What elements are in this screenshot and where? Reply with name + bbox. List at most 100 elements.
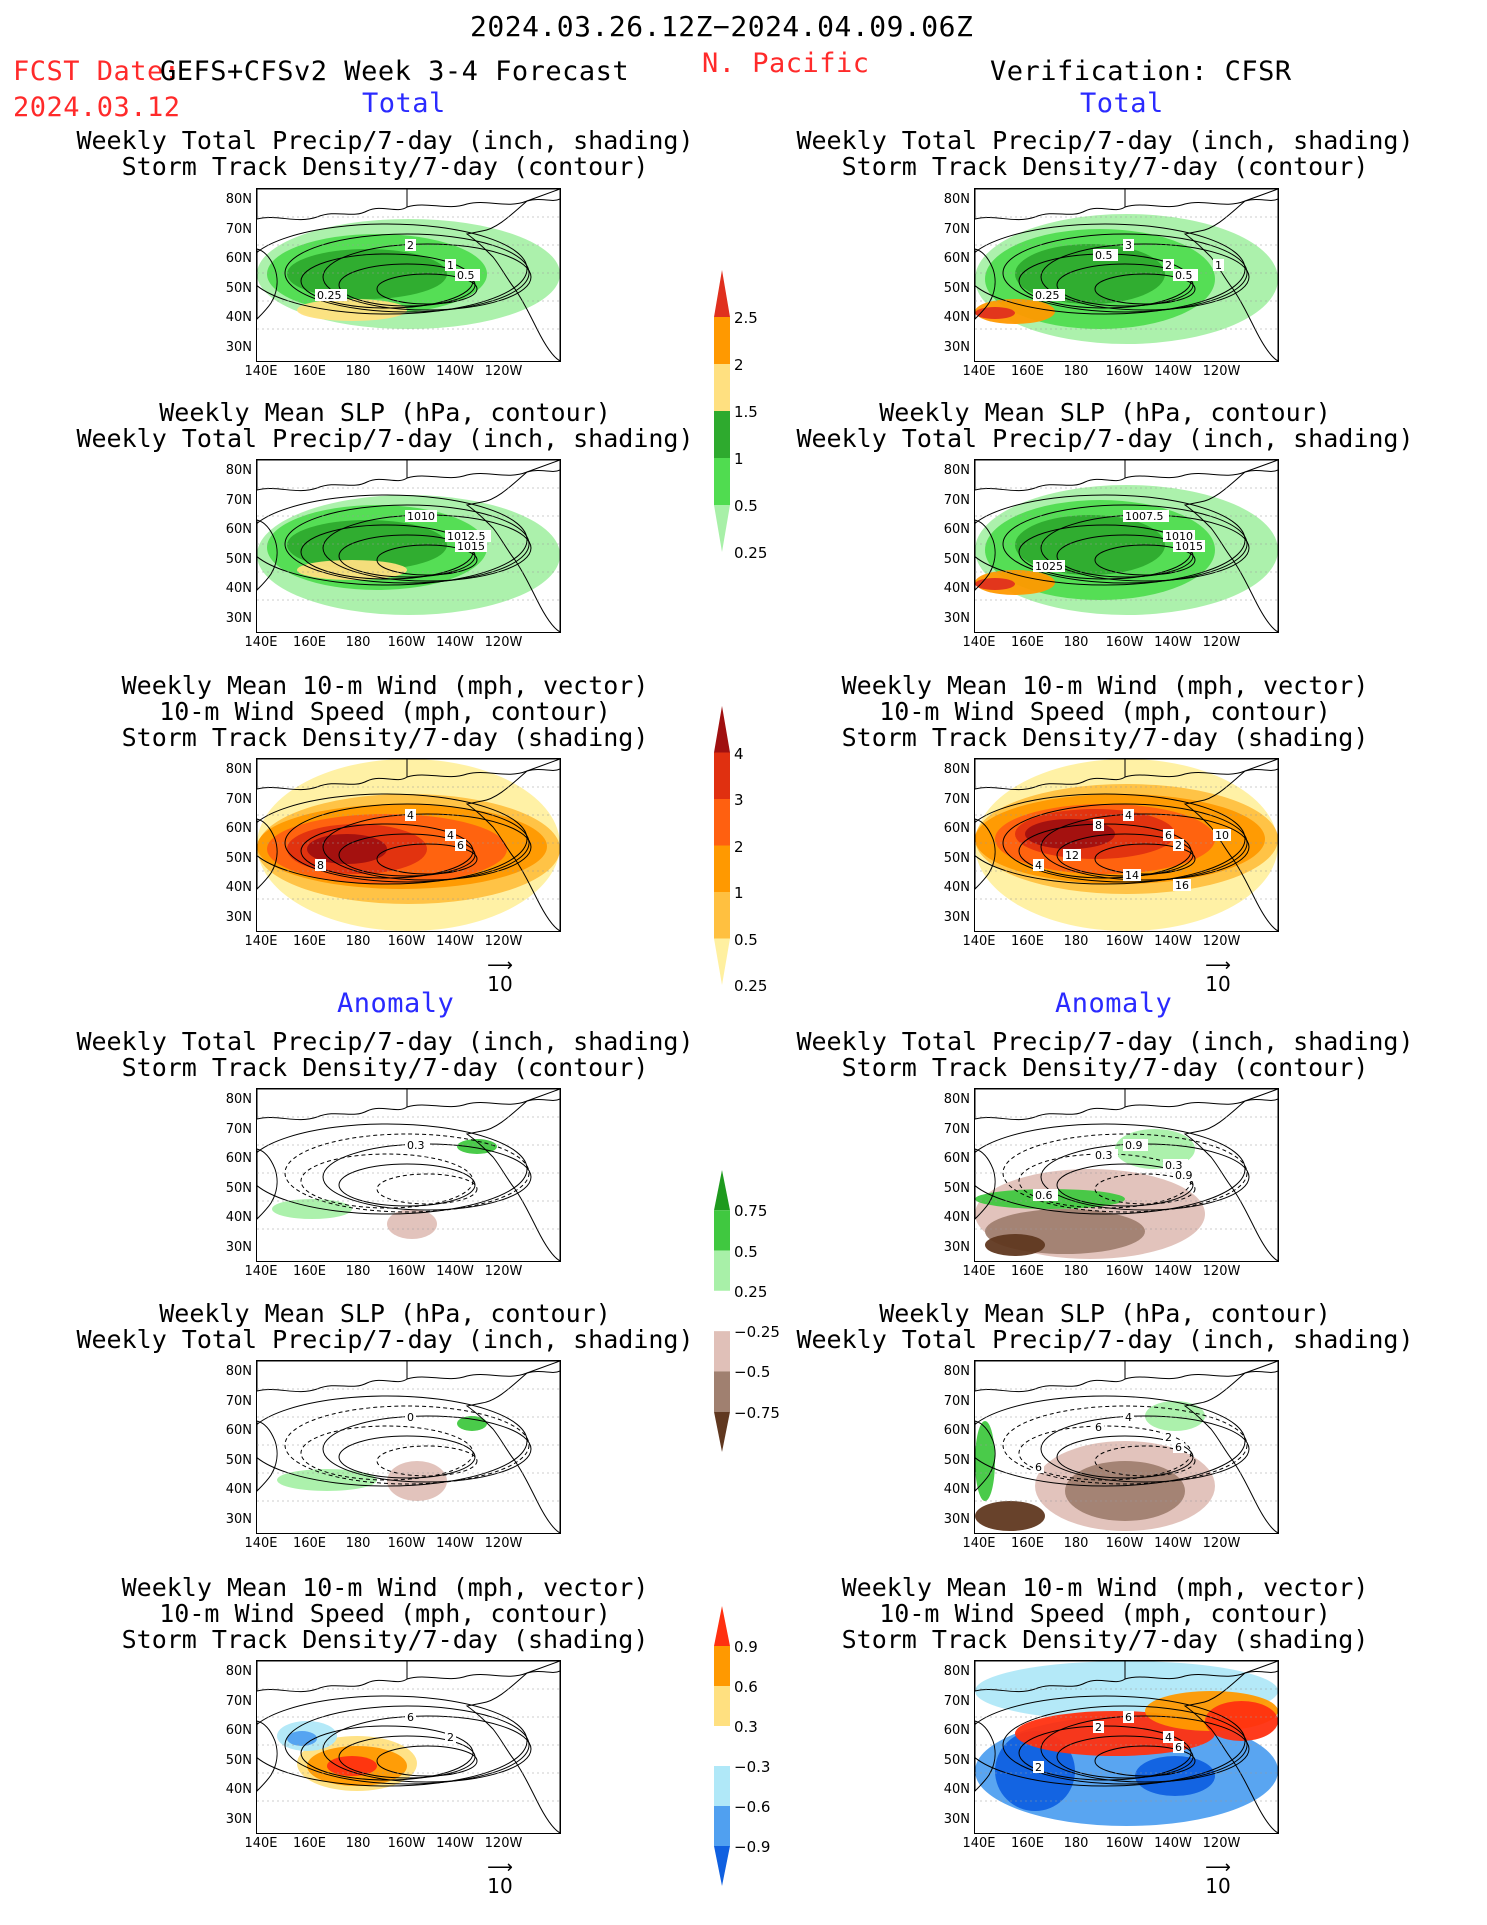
coastline (406, 1089, 560, 1108)
lon-tick-label: 180 (345, 1264, 371, 1279)
lon-tick-label: 160E (1010, 635, 1045, 650)
lon-tick-label: 120W (1202, 635, 1241, 650)
contour-line (376, 544, 478, 576)
contour-line (975, 223, 1246, 315)
contour-line (376, 273, 478, 305)
lat-tick-label: 80N (225, 762, 252, 777)
lon-tick-label: 140W (1154, 364, 1192, 379)
contour-label-bg (1123, 1711, 1134, 1723)
lat-tick-label: 40N (943, 1210, 970, 1225)
contour-line (376, 1745, 478, 1777)
lon-tick-label: 140W (436, 1836, 474, 1851)
lat-tick-label: 70N (225, 791, 252, 807)
map-forecast-anom-slp-precip: 0 (256, 1360, 561, 1534)
colorbar-segment (714, 845, 730, 892)
section-total-left: Total (362, 88, 446, 119)
contour-label-bg (1163, 1731, 1174, 1743)
contour-label: 0.3 (1165, 1159, 1183, 1172)
vector-ref-fp6: ⟶ 10 (480, 1859, 520, 1899)
title-fp1: Weekly Total Precip/7-day (inch, shading… (76, 126, 694, 181)
lon-tick-label: 180 (1063, 1836, 1089, 1851)
contour-label: 0.3 (1095, 1149, 1113, 1162)
contour-label-bg (1173, 540, 1205, 552)
lon-tick-label: 160W (1105, 934, 1144, 949)
contour-label: 8 (317, 859, 324, 872)
colorbar-label: 0.9 (734, 1638, 758, 1656)
lon-tick-label: 160E (292, 1536, 327, 1551)
contour-label: 0.3 (407, 1139, 425, 1152)
contour-label: 6 (1175, 1741, 1182, 1754)
lon-tick-label: 160W (387, 1264, 426, 1279)
lat-tick-label: 80N (943, 1092, 970, 1107)
map-forecast-anom-precip-storm: 0.3 (256, 1088, 561, 1262)
contour-label-bg (1033, 1189, 1058, 1201)
lon-tick-label: 180 (1063, 364, 1089, 379)
title-vp2: Weekly Mean SLP (hPa, contour) Weekly To… (796, 398, 1414, 453)
colorbar-svg (714, 706, 730, 985)
coastline (465, 1661, 560, 1833)
lat-tick-label: 60N (225, 1151, 252, 1166)
title-fp2: Weekly Mean SLP (hPa, contour) Weekly To… (76, 398, 694, 453)
contour-label: 0.5 (1095, 249, 1113, 262)
contour-line (300, 1725, 474, 1781)
lat-tick-label: 80N (225, 1364, 252, 1379)
lon-tick-label: 140E (244, 1836, 278, 1851)
colorbar-label: 0.5 (734, 1242, 758, 1261)
contour-label-bg (455, 540, 487, 552)
lon-tick-label: 120W (1202, 934, 1241, 949)
fcst-model: GEFS+CFSv2 Week 3-4 Forecast (160, 56, 630, 87)
lon-tick-label: 140W (436, 934, 474, 949)
colorbar-segment (714, 1210, 730, 1251)
coastline (257, 1148, 278, 1220)
lat-tick-label: 40N (943, 581, 970, 596)
contour-line (975, 1695, 1246, 1787)
lat-tick-label: 80N (943, 762, 970, 777)
lon-tick-label: 160W (387, 1836, 426, 1851)
lon-tick-label: 180 (1063, 1536, 1089, 1551)
contour-line (300, 1153, 474, 1209)
contour-label: 1012.5 (447, 530, 486, 543)
contour-label: 10 (1215, 829, 1229, 842)
colorbar-label: 1 (734, 884, 744, 902)
colorbar-segment (714, 1766, 730, 1806)
lon-tick-label: 160W (387, 934, 426, 949)
shading-region (1145, 1401, 1205, 1431)
colorbar-label: 4 (734, 744, 744, 763)
coastline (975, 1661, 1126, 1693)
lat-tick-label: 30N (225, 1511, 252, 1527)
map-canvas: 0.90.30.90.60.3 (975, 1089, 1278, 1261)
contour-label: 4 (1125, 809, 1132, 822)
lat-tick-label: 70N (943, 1693, 970, 1709)
vector-ref-vp3: ⟶ 10 (1198, 957, 1238, 997)
coastline (1124, 460, 1278, 479)
contour-line (1018, 823, 1192, 879)
colorbar-label: 2 (734, 837, 744, 856)
contour-line (322, 1415, 532, 1483)
coastline (975, 818, 996, 890)
colorbar-label: −0.3 (734, 1758, 771, 1776)
contour-line (257, 1695, 528, 1787)
lat-tick-label: 40N (225, 581, 252, 596)
lon-tick-label: 140W (436, 1536, 474, 1551)
contour-label: 1025 (1035, 560, 1063, 573)
contour-label-bg (1033, 1761, 1044, 1773)
map-verif-total-slp-precip: 1007.5 1010 1015 1025 (974, 459, 1279, 633)
colorbar-segment (714, 364, 730, 411)
coastline (257, 519, 278, 591)
contour-label-bg (1163, 530, 1195, 542)
colorbar-segment (714, 706, 730, 753)
coastline (257, 1361, 408, 1393)
lat-tick-label: 50N (943, 1452, 970, 1468)
contour-label-bg (1173, 1741, 1184, 1753)
contour-label-bg (1123, 1411, 1134, 1423)
vector-ref-fp3: ⟶ 10 (480, 957, 520, 997)
contour-line (322, 1715, 532, 1783)
coastline (406, 189, 560, 208)
contour-line (1094, 1445, 1196, 1477)
shading-region (387, 1209, 437, 1239)
colorbar-label: −0.75 (734, 1403, 780, 1422)
contour-label-bg (445, 530, 491, 542)
verification-label: Verification: CFSR (990, 56, 1292, 87)
shading-region (975, 1421, 995, 1501)
